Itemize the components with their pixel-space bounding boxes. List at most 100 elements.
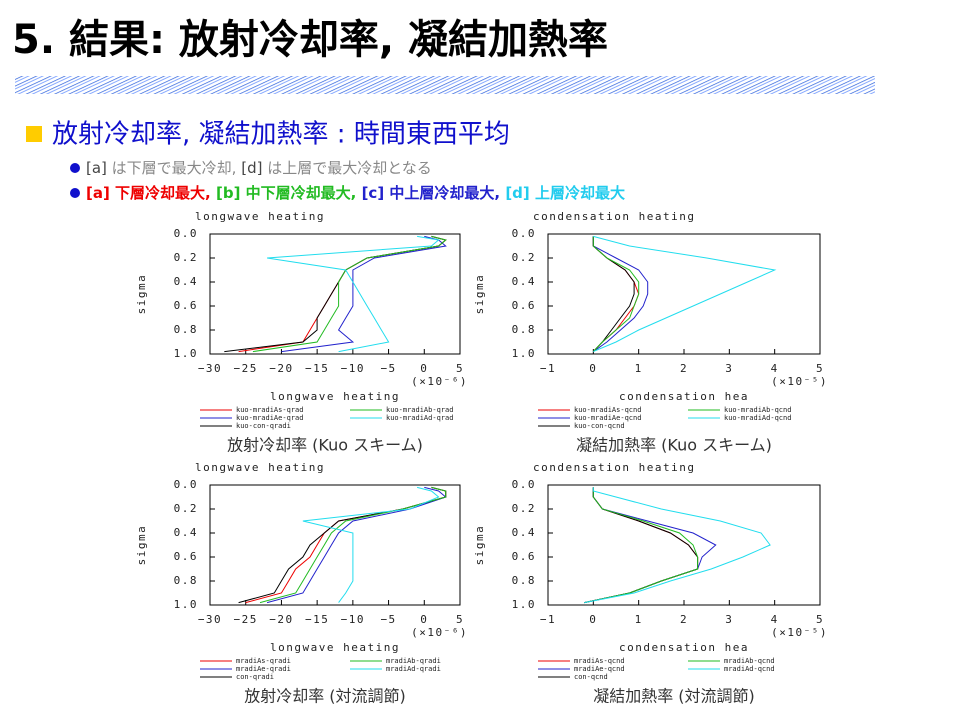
legend-label: kuo-mradiAs-qcnd <box>574 406 641 414</box>
series-line <box>302 486 440 603</box>
x-tick-label: −5 <box>380 362 396 375</box>
y-tick-label: 0.8 <box>512 574 536 587</box>
legend-label: kuo-mradiAd-qrad <box>386 414 453 422</box>
x-tick-label: −30 <box>198 362 222 375</box>
caption: 凝結加熱率 (対流調節) <box>593 687 755 706</box>
series-line <box>584 487 771 604</box>
y-tick-label: 0.0 <box>174 227 198 240</box>
y-tick-label: 0.0 <box>512 478 536 491</box>
legend-label: kuo-mradiAb-qrad <box>386 406 453 414</box>
x-tick-label: −10 <box>341 362 365 375</box>
x-tick-label: 3 <box>725 613 733 626</box>
x-tick-label: −25 <box>234 613 258 626</box>
legend-label: kuo-con-qcnd <box>574 422 625 430</box>
x-tick-label: −5 <box>380 613 396 626</box>
x-axis-label: longwave heating <box>270 641 400 654</box>
series-line <box>281 235 447 353</box>
series-line <box>584 487 699 604</box>
legend-label: mradiAe-qcnd <box>574 665 625 673</box>
y-tick-label: 0.2 <box>174 502 198 515</box>
y-tick-label: 0.6 <box>174 299 198 312</box>
y-tick-label: 0.2 <box>174 251 198 264</box>
chart-title: longwave heating <box>195 461 325 474</box>
bullet-segment: [d] <box>241 159 262 177</box>
chart-title: condensation heating <box>533 461 695 474</box>
x-tick-label: 0 <box>420 613 428 626</box>
y-tick-label: 1.0 <box>174 347 198 360</box>
x-tick-label: −25 <box>234 362 258 375</box>
series-line <box>266 486 447 604</box>
x-axis-label: longwave heating <box>270 390 400 403</box>
x-tick-label: 2 <box>680 613 688 626</box>
legend-label: kuo-mradiAb-qcnd <box>724 406 791 414</box>
bullet-dot <box>70 188 80 198</box>
series-line <box>245 486 447 604</box>
plot-frame <box>547 484 821 606</box>
x-tick-label: 5 <box>456 613 464 626</box>
bullet-segment: は上層で最大冷却となる <box>262 159 431 177</box>
heading: 放射冷却率, 凝結加熱率 : 時間東西平均 <box>52 120 510 150</box>
y-tick-label: 0.6 <box>512 550 536 563</box>
y-tick-label: 1.0 <box>512 347 536 360</box>
x-axis-label: condensation hea <box>619 390 749 403</box>
y-tick-label: 0.0 <box>512 227 536 240</box>
legend-label: kuo-mradiAe-qrad <box>236 414 303 422</box>
x-tick-label: −1 <box>540 613 556 626</box>
legend-label: mradiAe-qradi <box>236 665 291 673</box>
x-tick-label: 3 <box>725 362 733 375</box>
x-multiplier: (×10⁻⁶) <box>411 626 468 639</box>
y-tick-label: 0.8 <box>512 323 536 336</box>
x-tick-label: 5 <box>456 362 464 375</box>
legend-label: mradiAs-qcnd <box>574 657 625 665</box>
legend-label: mradiAd-qcnd <box>724 665 775 673</box>
x-tick-label: 1 <box>635 362 643 375</box>
x-tick-label: −20 <box>269 613 293 626</box>
y-tick-label: 0.4 <box>512 526 536 539</box>
bullet-segment: [b] 中下層冷却最大, <box>216 184 362 202</box>
x-tick-label: −10 <box>341 613 365 626</box>
legend-label: con-qradi <box>236 673 274 681</box>
x-multiplier: (×10⁻⁶) <box>411 375 468 388</box>
x-tick-label: −15 <box>305 362 329 375</box>
series-line <box>238 486 447 604</box>
bullet-segment: [a] <box>86 159 107 177</box>
slide-title: 5. 結果: 放射冷却率, 凝結加熱率 <box>12 17 608 63</box>
bullet-segment: [a] 下層冷却最大, <box>86 184 216 202</box>
legend-label: mradiAb-qcnd <box>724 657 775 665</box>
series-line <box>252 235 447 353</box>
x-tick-label: 1 <box>635 613 643 626</box>
y-tick-label: 0.4 <box>174 526 198 539</box>
plot-frame <box>209 233 461 355</box>
plot-frame <box>209 484 461 606</box>
bullet-dot <box>70 163 80 173</box>
series-line <box>592 236 635 352</box>
caption: 凝結加熱率 (Kuo スキーム) <box>576 436 772 455</box>
series-line <box>584 487 699 604</box>
y-axis-label: sigma <box>135 274 148 315</box>
y-tick-label: 1.0 <box>512 598 536 611</box>
y-tick-label: 0.4 <box>174 275 198 288</box>
chart-title: longwave heating <box>195 210 325 223</box>
legend-label: mradiAb-qradi <box>386 657 441 665</box>
x-tick-label: 5 <box>816 362 824 375</box>
bullet-text: [a] 下層冷却最大, [b] 中下層冷却最大, [c] 中上層冷却最大, [d… <box>86 184 625 202</box>
y-tick-label: 0.4 <box>512 275 536 288</box>
y-tick-label: 0.6 <box>174 550 198 563</box>
bullet-text: [a] は下層で最大冷却, [d] は上層で最大冷却となる <box>86 159 432 177</box>
title-band <box>15 76 875 94</box>
bullet-segment: [d] 上層冷却最大 <box>505 184 625 202</box>
y-axis-label: sigma <box>473 274 486 315</box>
caption: 放射冷却率 (対流調節) <box>244 687 406 706</box>
x-tick-label: −15 <box>305 613 329 626</box>
series-line <box>259 486 447 604</box>
y-tick-label: 0.2 <box>512 251 536 264</box>
legend-label: mradiAd-qradi <box>386 665 441 673</box>
x-tick-label: −30 <box>198 613 222 626</box>
y-tick-label: 0.0 <box>174 478 198 491</box>
series-line <box>238 235 447 353</box>
series-line <box>593 235 777 353</box>
x-multiplier: (×10⁻⁵) <box>771 626 828 639</box>
x-tick-label: −1 <box>540 362 556 375</box>
